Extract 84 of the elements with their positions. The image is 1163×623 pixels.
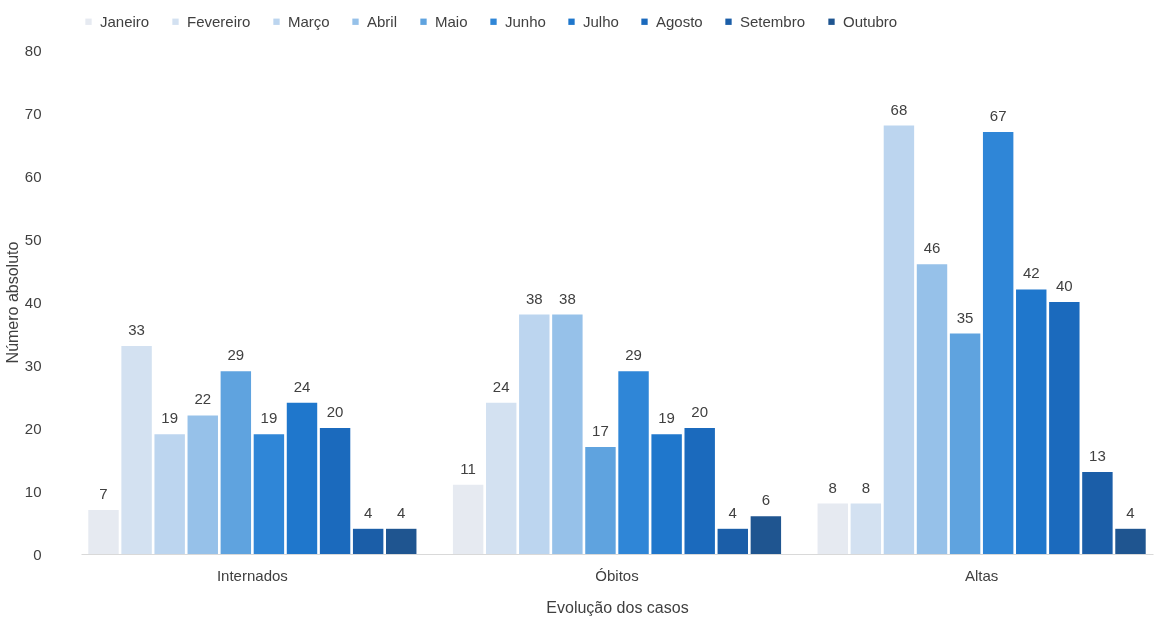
data-label: 19	[161, 409, 179, 427]
bar	[88, 509, 119, 554]
legend-label: Outubro	[843, 12, 898, 30]
bar	[121, 346, 152, 554]
data-label: 22	[194, 390, 212, 408]
bar	[618, 371, 649, 554]
data-label: 24	[492, 377, 510, 395]
bar	[1115, 528, 1146, 554]
legend-label: Julho	[583, 12, 619, 30]
y-tick-label: 20	[24, 419, 42, 437]
y-tick-label: 30	[24, 356, 42, 374]
data-label: 33	[128, 321, 145, 339]
data-label: 13	[1089, 447, 1106, 465]
y-axis-title: Número absoluto	[3, 241, 21, 364]
bar	[585, 446, 616, 554]
y-tick-label: 70	[24, 104, 42, 122]
data-label: 38	[559, 289, 576, 307]
data-label: 40	[1055, 277, 1073, 294]
bar	[552, 314, 583, 554]
data-label: 4	[728, 503, 737, 521]
data-label: 20	[326, 403, 344, 420]
y-tick-label: 80	[24, 41, 42, 59]
y-tick-label: 40	[24, 293, 42, 311]
y-tick-label: 50	[24, 230, 42, 248]
data-label: 4	[363, 503, 373, 521]
data-label: 42	[1022, 264, 1040, 282]
data-label: 19	[658, 409, 675, 427]
bar	[319, 428, 351, 554]
bar	[684, 428, 715, 554]
legend-label: Setembro	[740, 12, 806, 30]
y-tick-label: 60	[24, 167, 42, 185]
data-label: 20	[691, 403, 709, 420]
data-label: 8	[828, 478, 837, 496]
data-label: 29	[227, 346, 245, 364]
bar	[519, 314, 550, 554]
data-label: 19	[260, 409, 278, 427]
bar	[1049, 302, 1080, 554]
bar	[651, 434, 682, 554]
data-label: 7	[99, 484, 108, 502]
bar	[154, 434, 185, 554]
data-label: 68	[890, 100, 908, 118]
x-tick-label: Óbitos	[595, 566, 639, 584]
legend-label: Junho	[505, 12, 546, 30]
data-label: 4	[1126, 503, 1135, 521]
bar	[187, 415, 218, 554]
bar	[717, 528, 748, 554]
bar	[352, 528, 384, 554]
bar	[883, 125, 915, 554]
bar	[220, 371, 252, 554]
x-tick-label: Altas	[964, 566, 999, 584]
bar	[1082, 472, 1113, 554]
data-label: 24	[293, 377, 311, 395]
data-label: 67	[989, 106, 1007, 124]
bar	[386, 528, 417, 554]
bar	[916, 264, 948, 554]
data-label: 4	[397, 503, 406, 521]
x-axis-title: Evolução dos casos	[546, 598, 689, 616]
bar	[286, 402, 318, 554]
y-tick-label: 0	[33, 545, 42, 563]
bar	[850, 503, 882, 554]
data-label: 46	[923, 239, 941, 257]
x-tick-label: Internados	[216, 566, 288, 584]
bar	[1016, 289, 1047, 554]
legend-label: Janeiro	[100, 12, 150, 30]
bar	[949, 333, 981, 554]
legend-label: Abril	[367, 12, 398, 30]
legend-label: Maio	[435, 12, 468, 30]
bar	[817, 503, 848, 554]
legend-label: Março	[288, 12, 330, 30]
y-tick-label: 10	[24, 482, 42, 500]
legend-label: Fevereiro	[187, 12, 251, 30]
bar	[486, 402, 517, 554]
bar	[253, 434, 285, 554]
data-label: 38	[525, 289, 543, 307]
bar	[982, 131, 1014, 554]
data-label: 8	[861, 478, 871, 496]
bar	[452, 484, 484, 554]
data-label: 6	[761, 491, 771, 509]
data-label: 29	[625, 346, 642, 364]
data-label: 35	[956, 308, 974, 326]
data-label: 17	[592, 421, 609, 439]
data-label: 11	[460, 459, 476, 477]
bar	[750, 516, 782, 554]
legend-label: Agosto	[656, 12, 703, 30]
